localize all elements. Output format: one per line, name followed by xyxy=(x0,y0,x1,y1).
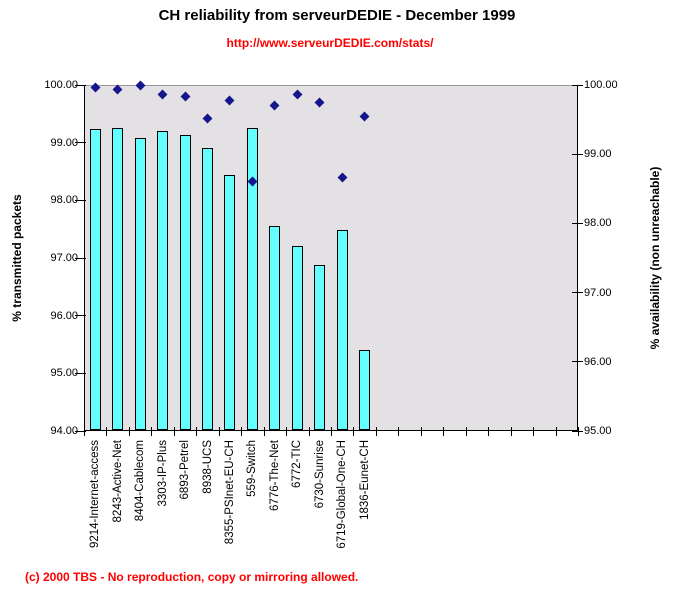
x-axis-tick xyxy=(151,427,153,436)
right-axis-title: % availability (non unreachable) xyxy=(648,166,662,350)
x-axis-tick xyxy=(106,427,108,436)
y-axis-left-tick-label: 97.00 xyxy=(50,252,78,264)
x-axis-tick xyxy=(555,427,557,436)
x-axis-tick xyxy=(510,427,512,436)
x-axis-tick xyxy=(241,427,243,436)
y-axis-right-tick xyxy=(572,153,583,155)
x-axis-tick xyxy=(443,427,445,436)
x-axis-tick xyxy=(196,427,198,436)
transmitted-packets-bar xyxy=(246,128,258,430)
transmitted-packets-bar xyxy=(291,245,303,430)
stats-url-link[interactable]: http://www.serveurDEDIE.com/stats/ xyxy=(226,36,434,50)
y-axis-right-tick xyxy=(572,430,583,432)
transmitted-packets-bar xyxy=(269,226,281,430)
y-axis-left-tick-label: 94.00 xyxy=(50,425,78,437)
x-axis-tick xyxy=(84,427,85,436)
x-axis-tick xyxy=(488,427,490,436)
y-axis-right-tick xyxy=(572,361,583,363)
category-label: 1836-Eunet-CH xyxy=(358,440,371,520)
x-axis-tick xyxy=(353,427,355,436)
y-axis-right-tick-label: 96.00 xyxy=(584,355,612,368)
x-axis-tick xyxy=(218,427,220,436)
y-axis-left-tick xyxy=(75,430,86,432)
category-label: 3303-IP-Plus xyxy=(156,440,169,507)
x-axis-tick xyxy=(465,427,467,436)
x-axis-tick xyxy=(375,427,377,436)
y-axis-left-tick xyxy=(75,199,86,201)
category-label: 8404-Cablecom xyxy=(134,440,147,522)
x-axis-tick xyxy=(420,427,422,436)
category-label: 8355-PSInet-EU-CH xyxy=(223,440,236,545)
category-label: 6719-Global-One-CH xyxy=(336,440,349,549)
copyright-text: (c) 2000 TBS - No reproduction, copy or … xyxy=(25,570,359,584)
transmitted-packets-bar xyxy=(359,350,371,430)
y-axis-left-tick xyxy=(75,142,86,144)
x-axis-tick xyxy=(173,427,175,436)
y-axis-left-tick xyxy=(75,257,86,259)
category-label: 6730-Sunrise xyxy=(313,440,326,509)
page-title: CH reliability from serveurDEDIE - Decem… xyxy=(158,7,516,24)
transmitted-packets-bar xyxy=(336,229,348,430)
y-axis-right-tick-label: 100.00 xyxy=(584,79,618,91)
y-axis-left-tick xyxy=(75,84,86,86)
y-axis-left-tick-label: 96.00 xyxy=(50,309,78,322)
y-axis-left-tick-label: 100.00 xyxy=(44,79,78,91)
y-axis-right-tick xyxy=(572,84,583,86)
y-axis-left-tick-label: 98.00 xyxy=(50,194,78,207)
y-axis-left-tick-label: 99.00 xyxy=(50,136,78,149)
x-axis-tick xyxy=(128,427,130,436)
y-axis-left-tick-label: 95.00 xyxy=(50,367,78,380)
transmitted-packets-bar xyxy=(134,138,146,430)
left-axis-title: % transmitted packets xyxy=(10,194,24,322)
category-label: 8938-UCS xyxy=(201,440,214,494)
transmitted-packets-bar xyxy=(179,135,191,430)
y-axis-left-tick xyxy=(75,315,86,317)
transmitted-packets-bar xyxy=(157,130,169,430)
y-axis-right-tick-label: 97.00 xyxy=(584,286,612,299)
category-label: 6893-Petrel xyxy=(179,440,192,500)
category-label: 8243-Active-Net xyxy=(111,440,124,523)
transmitted-packets-bar xyxy=(202,148,213,430)
transmitted-packets-bar xyxy=(314,264,326,430)
y-axis-left-tick xyxy=(75,372,86,374)
x-axis-tick xyxy=(263,427,265,436)
category-label: 6776-The-Net xyxy=(268,440,281,511)
y-axis-right-tick-label: 95.00 xyxy=(584,425,612,437)
category-label: 559-Switch xyxy=(246,440,259,497)
y-axis-right-tick xyxy=(572,222,583,224)
category-label: 9214-Internet-access xyxy=(89,440,102,549)
transmitted-packets-bar xyxy=(112,128,124,430)
category-label: 6772-TIC xyxy=(291,440,304,488)
y-axis-right-tick-label: 99.00 xyxy=(584,148,612,161)
x-axis-tick xyxy=(578,427,579,436)
y-axis-right-tick xyxy=(572,292,583,294)
x-axis-tick xyxy=(398,427,400,436)
y-axis-right-tick-label: 98.00 xyxy=(584,217,612,230)
x-axis-tick xyxy=(533,427,535,436)
transmitted-packets-bar xyxy=(89,129,101,430)
x-axis-tick xyxy=(308,427,310,436)
x-axis-tick xyxy=(286,427,288,436)
x-axis-tick xyxy=(331,427,332,436)
transmitted-packets-bar xyxy=(224,174,236,430)
